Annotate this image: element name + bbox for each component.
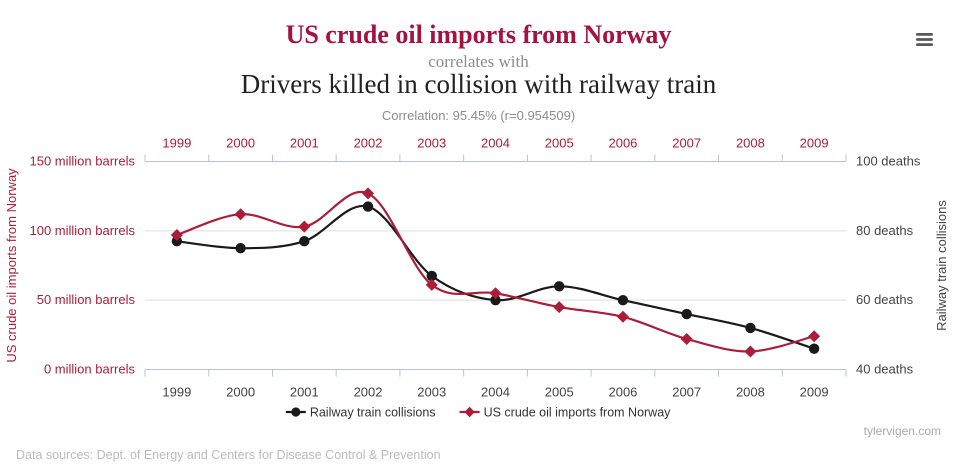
svg-text:2006: 2006: [608, 385, 637, 400]
svg-text:2008: 2008: [736, 385, 765, 400]
svg-text:2000: 2000: [226, 136, 255, 151]
svg-text:2003: 2003: [417, 136, 446, 151]
svg-text:2007: 2007: [672, 385, 701, 400]
svg-text:100 million barrels: 100 million barrels: [30, 223, 136, 238]
svg-text:2004: 2004: [481, 385, 510, 400]
svg-text:2002: 2002: [354, 385, 383, 400]
svg-text:50 million barrels: 50 million barrels: [37, 292, 136, 307]
svg-text:2005: 2005: [545, 136, 574, 151]
svg-text:100 deaths: 100 deaths: [856, 154, 921, 169]
svg-text:US crude oil imports from Norw: US crude oil imports from Norway: [4, 168, 19, 363]
svg-text:2001: 2001: [290, 136, 319, 151]
svg-text:150 million barrels: 150 million barrels: [30, 154, 136, 169]
svg-text:2001: 2001: [290, 385, 319, 400]
svg-text:2002: 2002: [354, 136, 383, 151]
svg-text:2006: 2006: [608, 136, 637, 151]
svg-text:2009: 2009: [800, 136, 829, 151]
svg-text:2003: 2003: [417, 385, 446, 400]
svg-text:60 deaths: 60 deaths: [856, 292, 914, 307]
svg-text:2000: 2000: [226, 385, 255, 400]
svg-text:2007: 2007: [672, 136, 701, 151]
svg-text:Railway train collisions: Railway train collisions: [310, 405, 436, 419]
svg-text:2008: 2008: [736, 136, 765, 151]
svg-text:2009: 2009: [800, 385, 829, 400]
svg-text:80 deaths: 80 deaths: [856, 223, 914, 238]
svg-text:US crude oil imports from Norw: US crude oil imports from Norway: [484, 405, 672, 419]
svg-text:1999: 1999: [162, 136, 191, 151]
svg-text:1999: 1999: [162, 385, 191, 400]
svg-text:Railway train collisions: Railway train collisions: [934, 200, 949, 331]
svg-text:0 million barrels: 0 million barrels: [44, 362, 136, 377]
svg-text:40 deaths: 40 deaths: [856, 362, 914, 377]
svg-text:2004: 2004: [481, 136, 510, 151]
svg-text:2005: 2005: [545, 385, 574, 400]
